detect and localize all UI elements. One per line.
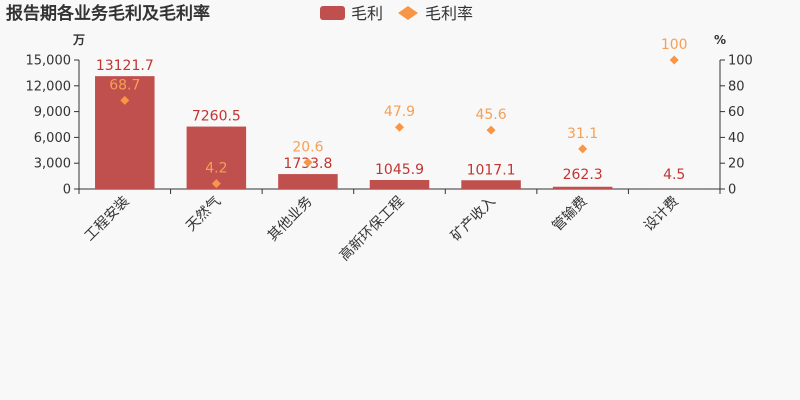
left-axis-tick-label: 6,000 xyxy=(34,131,71,146)
right-axis-tick-label: 100 xyxy=(728,54,753,69)
left-axis-tick-label: 15,000 xyxy=(26,54,72,69)
rate-value-label: 20.6 xyxy=(292,139,323,155)
rate-value-label: 68.7 xyxy=(109,77,140,93)
rate-labels: 68.7 4.2 20.6 47.9 45.6 31.1 100 xyxy=(109,37,687,177)
bar-value-label: 7260.5 xyxy=(192,109,241,125)
legend-item-bar[interactable]: 毛利 xyxy=(320,4,383,23)
left-axis-tick-label: 12,000 xyxy=(26,79,72,94)
legend-bar-swatch xyxy=(320,6,345,20)
right-axis: 0 20 40 60 80 100 xyxy=(719,54,753,198)
bar[interactable] xyxy=(369,180,430,189)
legend-bar-label: 毛利 xyxy=(351,4,383,23)
x-axis-category-label: 天然气 xyxy=(182,193,224,235)
left-axis-tick-label: 0 xyxy=(63,183,71,198)
legend-rate-swatch xyxy=(398,6,418,20)
left-axis-unit: 万 xyxy=(72,33,85,47)
x-axis-category-label: 其他业务 xyxy=(265,194,316,245)
right-axis-tick-label: 40 xyxy=(728,131,745,146)
rate-point[interactable] xyxy=(578,144,588,154)
chart-title: 报告期各业务毛利及毛利率 xyxy=(6,3,210,24)
left-axis: 0 3,000 6,000 9,000 12,000 15,000 xyxy=(26,54,80,198)
x-axis-category-label: 设计费 xyxy=(641,194,682,235)
bar[interactable] xyxy=(278,174,338,189)
right-axis-tick-label: 60 xyxy=(728,105,745,120)
legend-rate-label: 毛利率 xyxy=(425,4,473,23)
rate-value-label: 31.1 xyxy=(567,126,598,142)
x-axis-category-label: 工程安装 xyxy=(82,194,133,245)
rate-value-label: 47.9 xyxy=(384,104,415,120)
x-axis-category-label: 矿产收入 xyxy=(448,194,499,245)
rate-points xyxy=(120,55,679,189)
right-axis-tick-label: 20 xyxy=(728,157,745,172)
bar[interactable] xyxy=(95,76,155,189)
rate-point[interactable] xyxy=(211,179,221,189)
rate-value-label: 100 xyxy=(661,37,688,53)
bar[interactable] xyxy=(552,186,613,189)
bar-value-label: 262.3 xyxy=(563,167,603,183)
left-axis-tick-label: 9,000 xyxy=(34,105,71,120)
x-axis: 工程安装 天然气 其他业务 高新环保工程 矿产收入 管输费 设计费 xyxy=(78,188,721,264)
rate-point[interactable] xyxy=(395,122,404,132)
bar-value-label: 1045.9 xyxy=(375,162,424,178)
bar[interactable] xyxy=(186,126,247,189)
left-axis-tick-label: 3,000 xyxy=(34,157,71,172)
legend: 毛利 毛利率 xyxy=(320,4,473,23)
right-axis-tick-label: 0 xyxy=(728,183,736,198)
bar-value-label: 4.5 xyxy=(663,167,685,183)
bars xyxy=(95,76,704,189)
rate-value-label: 4.2 xyxy=(205,161,227,177)
rate-point[interactable] xyxy=(486,125,496,135)
bar-value-label: 13121.7 xyxy=(96,58,154,74)
right-axis-unit: % xyxy=(714,33,726,47)
rate-point[interactable] xyxy=(120,95,130,105)
x-axis-category-label: 高新环保工程 xyxy=(336,193,407,264)
bar[interactable] xyxy=(461,180,521,189)
legend-item-rate[interactable]: 毛利率 xyxy=(398,4,473,23)
rate-point[interactable] xyxy=(303,157,313,167)
rate-value-label: 45.6 xyxy=(475,107,506,123)
x-axis-category-label: 管输费 xyxy=(549,194,590,235)
bar-value-label: 1017.1 xyxy=(467,162,516,178)
rate-point[interactable] xyxy=(669,55,679,65)
right-axis-tick-label: 80 xyxy=(728,79,745,94)
